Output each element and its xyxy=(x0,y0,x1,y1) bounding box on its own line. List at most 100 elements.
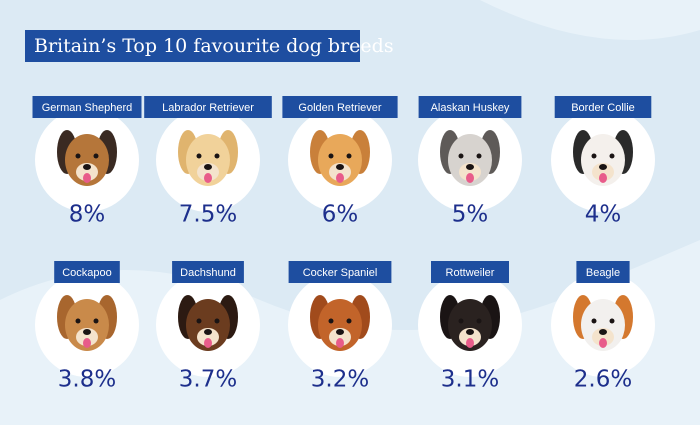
dog-head xyxy=(186,299,230,351)
dog-nose xyxy=(204,164,212,170)
dog-nose xyxy=(466,329,474,335)
dog-snout xyxy=(76,328,98,346)
dog-eye xyxy=(328,318,334,324)
breed-name: Border Collie xyxy=(571,102,635,114)
dog-illustration xyxy=(573,130,633,186)
dog-head xyxy=(448,134,492,186)
breed-name: Alaskan Huskey xyxy=(431,102,510,114)
breed-name: Labrador Retriever xyxy=(162,102,254,114)
breed-name: Rottweiler xyxy=(446,267,495,279)
dog-illustration xyxy=(310,130,370,186)
dog-nose xyxy=(83,164,91,170)
dog-snout xyxy=(329,163,351,181)
breed-share: 5% xyxy=(452,202,489,228)
label-box xyxy=(554,96,652,118)
dog-tongue xyxy=(599,173,607,183)
dog-tongue xyxy=(336,338,344,348)
dog-illustration xyxy=(440,130,500,186)
dog-snout xyxy=(459,163,481,181)
breed-share: 7.5% xyxy=(179,202,237,228)
dog-eye xyxy=(458,153,464,159)
dog-tongue xyxy=(466,173,474,183)
dog-head xyxy=(318,134,362,186)
breed-share: 3.1% xyxy=(441,367,499,393)
dog-snout xyxy=(329,328,351,346)
label-box xyxy=(288,261,392,283)
label-box xyxy=(172,261,244,283)
dog-eye xyxy=(93,153,99,159)
dog-eye xyxy=(458,318,464,324)
dog-nose xyxy=(336,329,344,335)
breed-share: 4% xyxy=(585,202,622,228)
dog-nose xyxy=(336,164,344,170)
label-box xyxy=(431,261,509,283)
dog-eye xyxy=(93,318,99,324)
dog-head xyxy=(581,299,625,351)
dog-eye xyxy=(196,153,202,159)
dog-nose xyxy=(599,164,607,170)
background-wave xyxy=(480,0,700,40)
title-banner xyxy=(25,30,360,62)
breed-name: Dachshund xyxy=(180,267,236,279)
dog-eye xyxy=(75,153,81,159)
breed-share: 2.6% xyxy=(574,367,632,393)
dog-tongue xyxy=(83,338,91,348)
label-box xyxy=(32,96,142,118)
dog-head xyxy=(186,134,230,186)
dog-snout xyxy=(592,163,614,181)
dog-illustration xyxy=(440,295,500,351)
label-box xyxy=(54,261,120,283)
breed-name: German Shepherd xyxy=(42,102,133,114)
dog-snout xyxy=(592,328,614,346)
breed-name: Cocker Spaniel xyxy=(303,267,378,279)
dog-eye xyxy=(591,153,597,159)
dog-nose xyxy=(599,329,607,335)
label-box xyxy=(418,96,522,118)
dog-eye xyxy=(214,153,220,159)
dog-head xyxy=(448,299,492,351)
breed-cards: German Shepherd 8% Labrador Retriever 7.5% G… xyxy=(32,96,655,393)
breed-share: 3.7% xyxy=(179,367,237,393)
dog-tongue xyxy=(336,173,344,183)
dog-illustration xyxy=(573,295,633,351)
dog-head xyxy=(581,134,625,186)
dog-eye xyxy=(591,318,597,324)
dog-eye xyxy=(346,318,352,324)
dog-tongue xyxy=(83,173,91,183)
dog-eye xyxy=(609,318,615,324)
dog-snout xyxy=(197,328,219,346)
dog-nose xyxy=(466,164,474,170)
dog-eye xyxy=(328,153,334,159)
breed-share: 8% xyxy=(69,202,106,228)
breed-share: 3.2% xyxy=(311,367,369,393)
dog-head xyxy=(65,134,109,186)
dog-snout xyxy=(459,328,481,346)
breed-name: Beagle xyxy=(586,267,620,279)
dog-illustration xyxy=(178,130,238,186)
dog-snout xyxy=(197,163,219,181)
breed-share: 3.8% xyxy=(58,367,116,393)
dog-eye xyxy=(609,153,615,159)
breed-name: Cockapoo xyxy=(62,267,112,279)
dog-head xyxy=(65,299,109,351)
dog-nose xyxy=(204,329,212,335)
dog-eye xyxy=(346,153,352,159)
dog-head xyxy=(318,299,362,351)
dog-illustration xyxy=(178,295,238,351)
dog-eye xyxy=(476,318,482,324)
dog-eye xyxy=(75,318,81,324)
label-box xyxy=(282,96,398,118)
dog-tongue xyxy=(466,338,474,348)
breed-name: Golden Retriever xyxy=(298,102,381,114)
dog-illustration xyxy=(310,295,370,351)
dog-snout xyxy=(76,163,98,181)
dog-eye xyxy=(196,318,202,324)
dog-illustration xyxy=(57,295,117,351)
label-box xyxy=(576,261,630,283)
dog-eye xyxy=(476,153,482,159)
title: Britain’s Top 10 favourite dog breeds xyxy=(34,35,394,57)
label-box xyxy=(144,96,272,118)
dog-tongue xyxy=(599,338,607,348)
dog-eye xyxy=(214,318,220,324)
